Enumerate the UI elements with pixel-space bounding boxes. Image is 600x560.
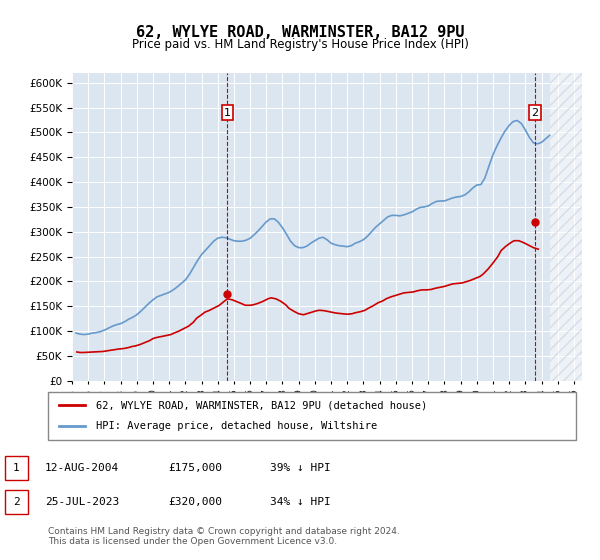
Text: 2: 2 xyxy=(13,497,20,507)
Text: 25-JUL-2023: 25-JUL-2023 xyxy=(45,497,119,507)
Text: 39% ↓ HPI: 39% ↓ HPI xyxy=(270,463,331,473)
Bar xyxy=(550,73,582,381)
Text: 1: 1 xyxy=(13,463,20,473)
FancyBboxPatch shape xyxy=(48,392,576,440)
Text: £320,000: £320,000 xyxy=(168,497,222,507)
Text: Contains HM Land Registry data © Crown copyright and database right 2024.
This d: Contains HM Land Registry data © Crown c… xyxy=(48,526,400,546)
Text: 2: 2 xyxy=(531,108,538,118)
Text: £175,000: £175,000 xyxy=(168,463,222,473)
Text: Price paid vs. HM Land Registry's House Price Index (HPI): Price paid vs. HM Land Registry's House … xyxy=(131,38,469,51)
Text: 12-AUG-2004: 12-AUG-2004 xyxy=(45,463,119,473)
Text: HPI: Average price, detached house, Wiltshire: HPI: Average price, detached house, Wilt… xyxy=(95,421,377,431)
Text: 1: 1 xyxy=(224,108,231,118)
Text: 62, WYLYE ROAD, WARMINSTER, BA12 9PU (detached house): 62, WYLYE ROAD, WARMINSTER, BA12 9PU (de… xyxy=(95,400,427,410)
Text: 62, WYLYE ROAD, WARMINSTER, BA12 9PU: 62, WYLYE ROAD, WARMINSTER, BA12 9PU xyxy=(136,25,464,40)
Text: 34% ↓ HPI: 34% ↓ HPI xyxy=(270,497,331,507)
